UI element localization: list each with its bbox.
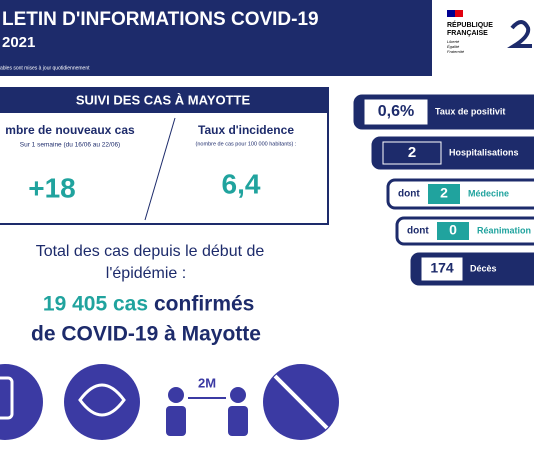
total-count: 19 405 cas: [43, 293, 148, 316]
icon-person: [228, 406, 248, 436]
new-cases-label: mbre de nouveaux cas: [5, 123, 135, 137]
header-date: 2021: [2, 34, 35, 51]
indicator-value: 0,6%: [378, 103, 414, 120]
icon-detail: [0, 376, 14, 420]
icon-mask: [64, 364, 140, 440]
indicator-label: Décès: [470, 263, 497, 273]
total-line: Total des cas depuis le début de: [36, 243, 265, 260]
new-cases-value: +18: [28, 172, 76, 203]
logo-line: RÉPUBLIQUE: [447, 20, 493, 29]
logo-line: FRANÇAISE: [447, 30, 488, 37]
icon-detail: [78, 383, 126, 417]
indicator-value-box: [428, 184, 460, 204]
icon-detail: [273, 374, 329, 430]
divider: [144, 117, 176, 221]
indicators: 0,6% Taux de positivit 2 Hospitalisations do…: [353, 94, 534, 286]
indicator-value: 2: [440, 185, 448, 201]
ars-logo: [507, 20, 532, 48]
incidence-value: 6,4: [222, 168, 261, 199]
icon-person: [230, 387, 246, 403]
header-note: ables sont mises à jour quotidiennement: [0, 65, 90, 71]
icon-person: [168, 387, 184, 403]
flag-blue: [447, 10, 455, 17]
total-line: de COVID-19 à Mayotte: [31, 323, 261, 346]
indicator-value: 0: [449, 222, 457, 238]
header-title: LETIN D'INFORMATIONS COVID-19: [2, 9, 319, 30]
incidence-sub: (nombre de cas pour 100 000 habitants) :: [196, 141, 297, 147]
indicator-value-box: [421, 257, 463, 281]
cases-box-header: [0, 88, 328, 113]
new-cases-sub: Sur 1 semaine (du 16/06 au 22/06): [20, 142, 120, 149]
indicator-prefix: dont: [398, 189, 420, 200]
indicator-label: Médecine: [468, 188, 509, 198]
indicator-prefix: dont: [407, 226, 429, 237]
indicator-value-box: [364, 99, 428, 125]
indicator-value-box: [382, 141, 442, 165]
icon-handwash: [0, 364, 43, 440]
indicator-label: Réanimation: [477, 225, 531, 235]
indicator-value-box: [437, 222, 469, 240]
logo-motto: Liberté: [447, 39, 460, 44]
icons: 2M: [0, 364, 339, 440]
total-confirmed: confirmés: [154, 293, 254, 316]
logo-motto: Égalité: [447, 44, 460, 49]
icon-person: [166, 406, 186, 436]
incidence-label: Taux d'incidence: [198, 123, 294, 137]
indicator-label: Taux de positivit: [435, 106, 505, 116]
indicator-value: 2: [408, 144, 416, 161]
logo-motto: Fraternité: [447, 49, 465, 54]
total-line: l'épidémie :: [106, 265, 186, 282]
flag-red: [455, 10, 463, 17]
cases-box-title: SUIVI DES CAS À MAYOTTE: [76, 92, 251, 107]
distance-label: 2M: [198, 375, 216, 390]
indicator-value: 174: [430, 260, 454, 276]
indicator-label: Hospitalisations: [449, 147, 519, 157]
indicator-pill: [386, 178, 534, 210]
